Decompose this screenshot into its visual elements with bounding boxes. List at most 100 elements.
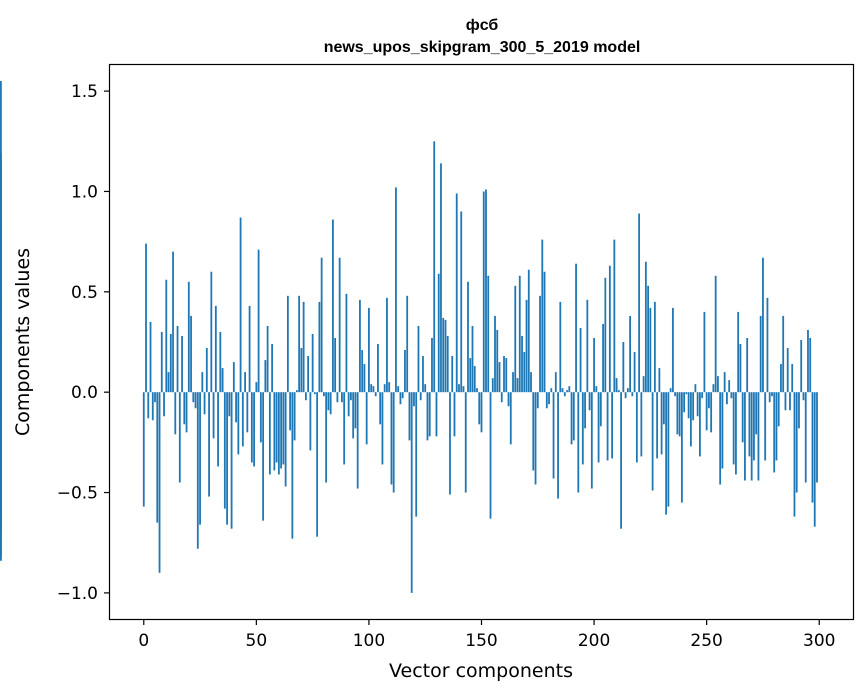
bar — [255, 382, 258, 393]
x-tick-label: 50 — [246, 631, 268, 651]
bar — [723, 372, 726, 393]
bar — [750, 392, 753, 481]
bar — [471, 325, 474, 393]
bar — [687, 392, 690, 419]
bar — [316, 392, 319, 537]
bar — [332, 219, 334, 393]
bar — [444, 319, 447, 393]
bar — [518, 275, 521, 393]
bar — [248, 305, 251, 393]
bar — [726, 392, 728, 405]
bar — [458, 384, 460, 393]
bar — [352, 392, 355, 439]
bar — [489, 392, 492, 519]
bar — [512, 372, 514, 393]
chart-subtitle: news_upos_skipgram_300_5_2019 model — [324, 39, 641, 56]
bar — [764, 392, 767, 461]
bar — [446, 335, 449, 393]
bar — [462, 386, 465, 393]
bar — [266, 325, 269, 393]
bar — [239, 217, 242, 393]
bar — [773, 392, 776, 473]
bar — [777, 392, 780, 427]
bar — [753, 392, 755, 461]
bar — [586, 299, 589, 393]
bar — [291, 392, 294, 539]
bar — [190, 315, 192, 393]
bar — [359, 299, 361, 393]
bar — [737, 311, 740, 393]
bar — [304, 392, 307, 401]
bar — [0, 327, 2, 393]
bar — [217, 392, 219, 467]
bar — [748, 392, 751, 457]
bar — [762, 257, 764, 393]
bar — [494, 315, 496, 393]
bar — [300, 348, 303, 393]
bar — [415, 392, 418, 517]
bar — [789, 392, 791, 411]
bar — [759, 315, 762, 393]
bar — [741, 392, 744, 443]
bar — [250, 392, 253, 463]
bar — [503, 356, 505, 393]
bar — [813, 392, 816, 527]
bar — [606, 392, 609, 461]
bar — [613, 239, 616, 393]
bar — [212, 392, 215, 439]
bar — [0, 392, 2, 413]
bar — [719, 392, 722, 485]
x-tick-label: 150 — [465, 631, 497, 651]
bar — [320, 257, 323, 393]
bar — [282, 392, 285, 465]
bar — [194, 392, 197, 409]
bar — [570, 392, 573, 445]
bar — [768, 392, 771, 403]
bar — [275, 392, 278, 463]
bar — [264, 360, 267, 393]
bar — [259, 392, 262, 443]
x-tick-label: 0 — [138, 631, 149, 651]
bar — [667, 392, 670, 507]
bar — [784, 392, 787, 411]
bar — [568, 386, 571, 393]
bar — [611, 392, 613, 459]
bar — [284, 392, 287, 487]
bar — [807, 329, 809, 393]
bar — [473, 366, 476, 393]
bar — [158, 392, 161, 573]
bar — [280, 392, 283, 469]
y-tick-label: 0.5 — [71, 283, 98, 303]
bar — [318, 301, 321, 393]
bar — [268, 392, 271, 475]
y-tick-label: 1.5 — [71, 82, 98, 102]
bar — [694, 384, 697, 393]
x-tick-label: 250 — [690, 631, 722, 651]
bar — [541, 239, 544, 393]
bar — [795, 392, 798, 493]
y-axis-ticks: −1.0 −0.5 0.0 0.5 1.0 1.5 — [57, 82, 110, 604]
bar — [345, 293, 348, 393]
bar — [780, 364, 782, 393]
bar — [548, 392, 550, 405]
bar — [453, 392, 456, 437]
bar — [397, 386, 400, 393]
bar — [156, 392, 159, 523]
bar — [552, 392, 555, 479]
bar — [399, 392, 402, 405]
bar — [730, 392, 733, 399]
bar — [325, 392, 328, 483]
bar — [505, 358, 508, 393]
bar — [469, 358, 472, 393]
bar — [408, 392, 411, 441]
bar — [309, 392, 312, 451]
bar — [638, 213, 641, 393]
bar — [487, 275, 490, 393]
bar — [676, 392, 679, 435]
bar — [500, 392, 503, 403]
bar — [149, 321, 152, 393]
bar — [581, 392, 584, 465]
bar — [302, 301, 305, 393]
bar — [451, 356, 454, 393]
bar — [210, 271, 213, 393]
